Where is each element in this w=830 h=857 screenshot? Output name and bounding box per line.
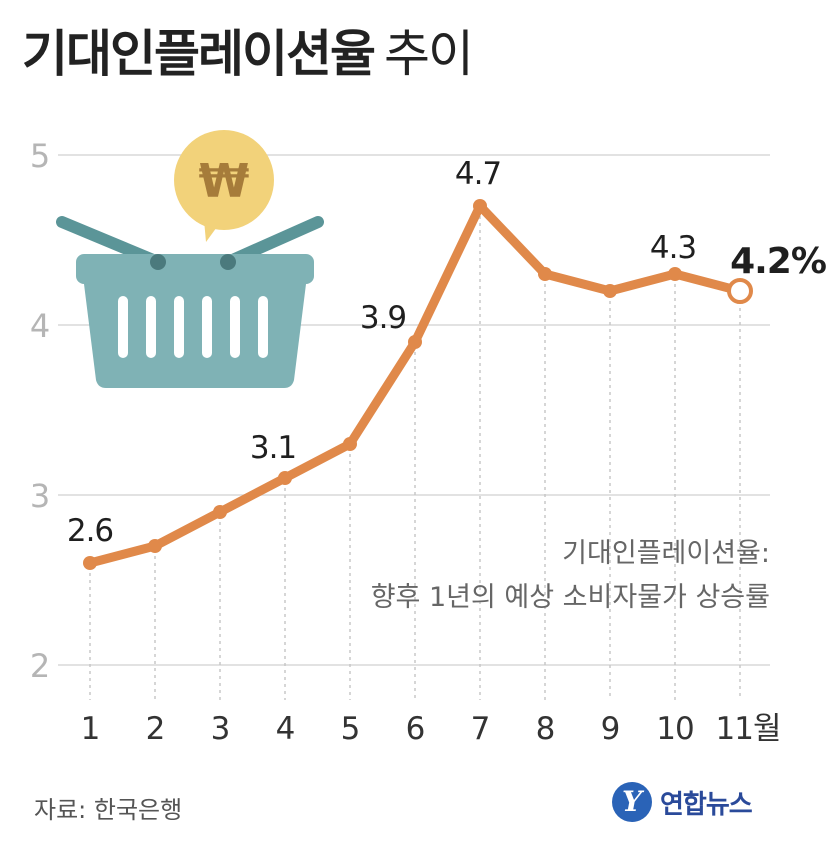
data-point xyxy=(408,335,422,349)
x-tick-label: 11월 xyxy=(716,711,781,747)
x-tick-label: 7 xyxy=(471,711,490,747)
y-tick-label: 2 xyxy=(30,647,50,685)
y-tick-label: 3 xyxy=(30,477,50,515)
chart-title-sub: 추이 xyxy=(384,25,474,83)
data-label: 4.3 xyxy=(650,230,696,266)
data-label: 3.1 xyxy=(250,430,296,466)
data-point xyxy=(603,284,617,298)
note-line-2: 향후 1년의 예상 소비자물가 상승률 xyxy=(371,582,770,613)
x-tick-label: 8 xyxy=(536,711,555,747)
data-label: 4.2% xyxy=(730,241,826,282)
x-tick-label: 6 xyxy=(406,711,425,747)
y-tick-label: 4 xyxy=(30,307,50,345)
data-label: 3.9 xyxy=(360,300,406,336)
data-labels: 2.6 3.1 3.9 4.7 4.3 4.2% xyxy=(67,156,827,549)
won-sign-icon: ₩ xyxy=(199,154,250,208)
y-tick-label: 5 xyxy=(30,137,50,175)
data-point xyxy=(213,505,227,519)
yonhap-logo-icon: Y xyxy=(612,782,652,822)
won-coin xyxy=(174,130,274,230)
x-tick-label: 1 xyxy=(81,711,100,747)
drop-lines xyxy=(89,216,741,700)
grid-layer: 2 3 4 5 xyxy=(30,137,770,685)
data-point xyxy=(473,199,487,213)
x-tick-label: 9 xyxy=(601,711,620,747)
x-tick-label: 3 xyxy=(211,711,230,747)
data-points xyxy=(83,199,753,570)
basket-slats xyxy=(118,296,268,358)
data-point-highlight xyxy=(727,278,753,304)
yonhap-logo-text: 연합뉴스 xyxy=(660,789,753,820)
data-point xyxy=(83,556,97,570)
source-text: 자료: 한국은행 xyxy=(34,796,183,824)
data-point xyxy=(538,267,552,281)
shopping-basket-icon: ₩ xyxy=(56,130,324,388)
basket-handle-joint-left xyxy=(150,254,166,270)
data-label: 4.7 xyxy=(455,156,501,192)
basket-handle-joint-right xyxy=(220,254,236,270)
chart-title: 기대인플레이션율 추이 xyxy=(22,14,474,86)
data-label: 2.6 xyxy=(67,513,113,549)
x-tick-label: 4 xyxy=(276,711,295,747)
data-point xyxy=(668,267,682,281)
coin-bubble-tail xyxy=(204,220,222,242)
chart-title-main: 기대인플레이션율 xyxy=(22,25,376,83)
x-tick-label: 2 xyxy=(146,711,165,747)
yonhap-logo: Y 연합뉴스 xyxy=(612,782,753,822)
data-point xyxy=(148,539,162,553)
note-line-1: 기대인플레이션율: xyxy=(562,538,770,569)
basket-body xyxy=(84,284,306,388)
x-tick-label: 10 xyxy=(656,711,693,747)
x-tick-label: 5 xyxy=(341,711,360,747)
data-point xyxy=(343,437,357,451)
x-tick-labels: 1 2 3 4 5 6 7 8 9 10 11월 xyxy=(81,711,782,747)
basket-rim xyxy=(76,254,314,284)
data-point xyxy=(278,471,292,485)
